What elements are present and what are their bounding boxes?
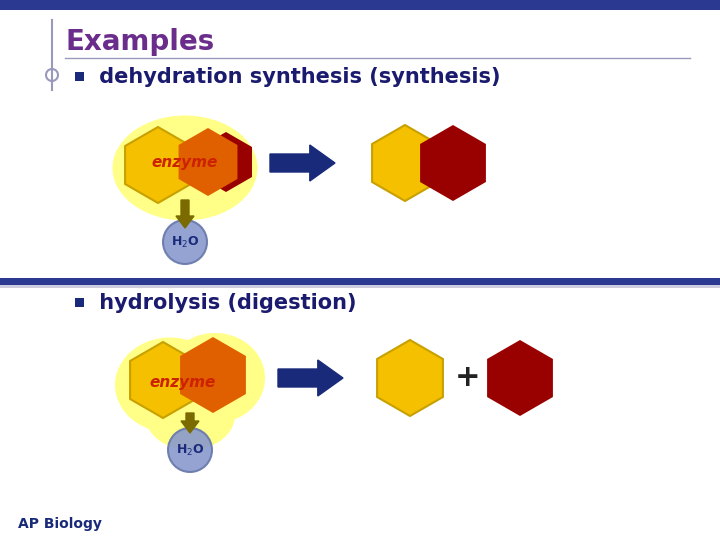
Ellipse shape (145, 380, 235, 450)
Text: H$_2$O: H$_2$O (171, 234, 199, 249)
Polygon shape (377, 340, 443, 416)
Polygon shape (130, 342, 196, 418)
Polygon shape (200, 132, 252, 192)
Polygon shape (487, 340, 553, 416)
Polygon shape (420, 125, 486, 201)
Bar (0, 285, 720, 288)
Bar (0, 0, 720, 10)
Polygon shape (181, 413, 199, 433)
Text: +: + (455, 363, 481, 393)
Polygon shape (179, 128, 238, 196)
Ellipse shape (112, 116, 258, 220)
Text: hydrolysis (digestion): hydrolysis (digestion) (92, 293, 356, 313)
Polygon shape (270, 145, 335, 181)
Polygon shape (372, 125, 438, 201)
Polygon shape (180, 337, 246, 413)
Polygon shape (278, 360, 343, 396)
Bar (0, 278, 720, 285)
Bar (75, 72, 84, 81)
Polygon shape (176, 200, 194, 228)
Text: H$_2$O: H$_2$O (176, 442, 204, 457)
Bar (75, 298, 84, 307)
Text: enzyme: enzyme (150, 375, 216, 389)
Ellipse shape (165, 333, 265, 423)
Text: dehydration synthesis (synthesis): dehydration synthesis (synthesis) (92, 67, 500, 87)
Circle shape (163, 220, 207, 264)
Ellipse shape (115, 338, 225, 433)
Text: AP Biology: AP Biology (18, 517, 102, 531)
Text: enzyme: enzyme (152, 154, 218, 170)
Circle shape (168, 428, 212, 472)
Polygon shape (125, 127, 191, 203)
Text: Examples: Examples (65, 28, 215, 56)
